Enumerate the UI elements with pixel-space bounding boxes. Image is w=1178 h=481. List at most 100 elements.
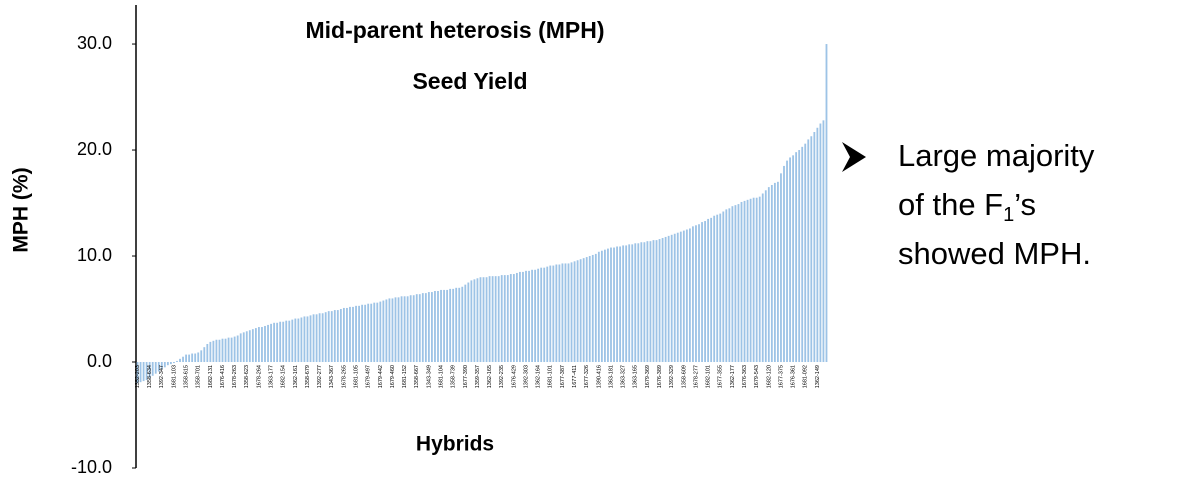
x-tick-label: 1343-367 [329, 365, 335, 388]
bar [543, 267, 546, 363]
bar [306, 316, 309, 363]
bar [758, 196, 761, 363]
bar [567, 263, 570, 363]
bar [676, 232, 679, 363]
bar [336, 310, 339, 363]
bar [434, 290, 436, 363]
bar [722, 211, 725, 363]
bar [528, 270, 530, 363]
x-tick-label: 1392-235 [499, 365, 505, 388]
bar [261, 327, 263, 363]
bar [482, 277, 485, 363]
bar [622, 245, 625, 363]
bar [515, 272, 518, 363]
bar [600, 250, 603, 363]
bar [573, 261, 576, 363]
bar [716, 214, 719, 363]
bar [342, 307, 345, 363]
bar [376, 302, 379, 363]
x-tick-label: 1362-164 [536, 365, 542, 388]
bar [792, 155, 795, 363]
bar [810, 136, 813, 363]
bullet [842, 142, 866, 172]
bar [397, 297, 400, 363]
x-tick-label: 1358-679 [305, 365, 311, 388]
bar [631, 244, 634, 363]
bar [406, 296, 409, 363]
bar [695, 225, 697, 363]
bar [236, 335, 239, 363]
bar [367, 303, 370, 363]
x-tick-label: 1681-104 [438, 365, 444, 388]
x-tick-label: 1363-165 [633, 365, 639, 388]
y-tick-label: 20.0 [77, 139, 112, 159]
bar [327, 311, 330, 363]
bar [561, 263, 564, 363]
x-tick-label: 1359-357 [475, 365, 481, 388]
bar [209, 341, 212, 363]
bar [819, 123, 822, 363]
bar [176, 360, 178, 363]
bar [558, 264, 561, 363]
bar [813, 132, 816, 363]
bar [188, 354, 191, 363]
bar [324, 312, 327, 363]
bar [258, 327, 260, 363]
bar [546, 266, 549, 363]
bar [194, 353, 197, 363]
bar [798, 150, 801, 363]
bar [725, 209, 728, 363]
bar [701, 222, 703, 363]
bar [212, 340, 215, 363]
x-tick-label: 1676-363 [742, 365, 748, 388]
bar [670, 234, 673, 363]
x-tick-label: 1677-390 [463, 365, 469, 388]
bar [361, 304, 364, 363]
bar [136, 362, 139, 384]
bar [494, 276, 497, 363]
bar [394, 297, 397, 363]
bar [795, 152, 798, 363]
bar [330, 311, 333, 363]
bar [358, 305, 360, 363]
x-tick-label: 1678-264 [256, 365, 262, 388]
x-tick-label: 1363-177 [269, 365, 275, 388]
bar [673, 233, 676, 363]
bar [522, 271, 524, 363]
bar [424, 293, 427, 363]
bar [160, 362, 163, 370]
bar [537, 268, 540, 363]
bar [391, 298, 394, 363]
bar [582, 258, 585, 363]
bar [755, 197, 758, 363]
bar [625, 245, 628, 363]
bar [485, 277, 488, 363]
x-tick-label: 1677-326 [584, 365, 590, 388]
x-tick-label: 1677-375 [778, 365, 784, 388]
bar [470, 280, 473, 363]
x-tick-label: 1682-101 [706, 365, 712, 388]
bar [822, 120, 825, 363]
bar [145, 362, 148, 381]
bar [318, 313, 321, 363]
x-tick-label: 1679-543 [754, 365, 760, 388]
x-tick-label: 1682-131 [208, 365, 214, 388]
bar [579, 259, 582, 363]
bar [227, 337, 230, 363]
bar [491, 276, 494, 363]
bar [497, 276, 500, 363]
x-tick-label: 1362-165 [487, 365, 493, 388]
bar [637, 243, 640, 363]
y-tick-label: 10.0 [77, 245, 112, 265]
x-tick-label: 1358-609 [681, 365, 687, 388]
bar [373, 302, 376, 363]
bar [431, 292, 433, 363]
bar [607, 248, 609, 363]
bar [400, 296, 403, 363]
y-tick-label: 30.0 [77, 33, 112, 53]
bar [552, 265, 555, 363]
bar [564, 263, 567, 363]
x-axis-label: Hybrids [416, 433, 494, 456]
bar [148, 362, 151, 378]
y-axis-label: MPH (%) [10, 167, 33, 252]
